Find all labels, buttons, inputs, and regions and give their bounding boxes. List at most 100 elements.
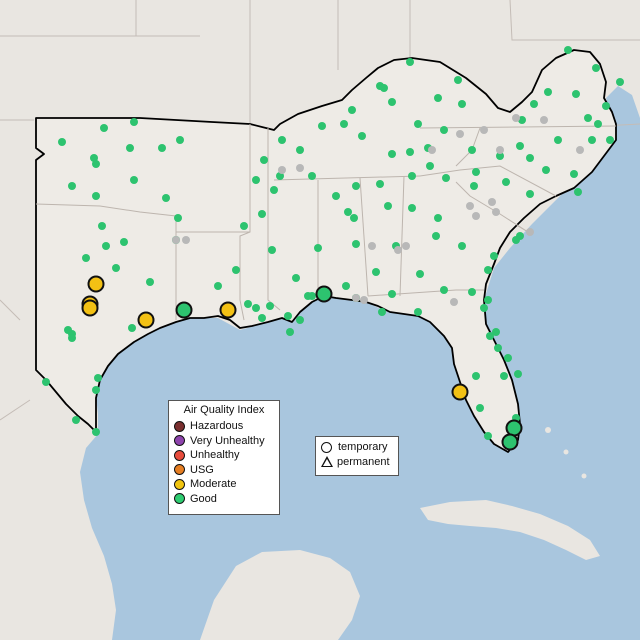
- inactive-monitor-marker[interactable]: [278, 166, 286, 174]
- good-monitor-marker[interactable]: [240, 222, 248, 230]
- good-monitor-marker[interactable]: [480, 304, 488, 312]
- good-monitor-marker[interactable]: [486, 332, 494, 340]
- good-monitor-marker[interactable]: [458, 100, 466, 108]
- good-monitor-marker[interactable]: [388, 290, 396, 298]
- good-monitor-marker[interactable]: [454, 76, 462, 84]
- inactive-monitor-marker[interactable]: [492, 208, 500, 216]
- good-monitor-marker[interactable]: [476, 404, 484, 412]
- inactive-monitor-marker[interactable]: [496, 146, 504, 154]
- good-monitor-marker[interactable]: [92, 428, 100, 436]
- inactive-monitor-marker[interactable]: [540, 116, 548, 124]
- good-monitor-marker[interactable]: [472, 372, 480, 380]
- good-monitor-marker[interactable]: [434, 214, 442, 222]
- good-monitor-marker[interactable]: [470, 182, 478, 190]
- good-monitor-marker[interactable]: [214, 282, 222, 290]
- good-monitor-marker[interactable]: [594, 120, 602, 128]
- good-monitor-marker[interactable]: [384, 202, 392, 210]
- good-monitor-marker[interactable]: [484, 266, 492, 274]
- good-monitor-marker[interactable]: [344, 208, 352, 216]
- inactive-monitor-marker[interactable]: [512, 114, 520, 122]
- good-monitor-marker[interactable]: [252, 304, 260, 312]
- good-monitor-marker[interactable]: [296, 146, 304, 154]
- good-monitor-marker[interactable]: [554, 136, 562, 144]
- good-large-monitor-marker[interactable]: [175, 301, 193, 319]
- good-monitor-marker[interactable]: [606, 136, 614, 144]
- good-monitor-marker[interactable]: [372, 268, 380, 276]
- good-monitor-marker[interactable]: [286, 328, 294, 336]
- good-monitor-marker[interactable]: [308, 292, 316, 300]
- good-monitor-marker[interactable]: [94, 374, 102, 382]
- good-monitor-marker[interactable]: [378, 308, 386, 316]
- good-monitor-marker[interactable]: [176, 136, 184, 144]
- good-monitor-marker[interactable]: [542, 166, 550, 174]
- good-monitor-marker[interactable]: [484, 432, 492, 440]
- good-monitor-marker[interactable]: [102, 242, 110, 250]
- good-monitor-marker[interactable]: [100, 124, 108, 132]
- good-monitor-marker[interactable]: [592, 64, 600, 72]
- good-monitor-marker[interactable]: [484, 296, 492, 304]
- good-monitor-marker[interactable]: [504, 354, 512, 362]
- inactive-monitor-marker[interactable]: [466, 202, 474, 210]
- moderate-monitor-marker[interactable]: [81, 299, 99, 317]
- good-monitor-marker[interactable]: [126, 144, 134, 152]
- good-monitor-marker[interactable]: [130, 176, 138, 184]
- highlighted-monitor-markers[interactable]: [81, 275, 523, 451]
- inactive-monitor-marker[interactable]: [368, 242, 376, 250]
- good-monitor-marker[interactable]: [388, 98, 396, 106]
- inactive-monitor-marker[interactable]: [576, 146, 584, 154]
- inactive-monitor-marker[interactable]: [394, 246, 402, 254]
- good-monitor-marker[interactable]: [496, 152, 504, 160]
- good-monitor-marker[interactable]: [260, 156, 268, 164]
- good-monitor-marker[interactable]: [468, 288, 476, 296]
- good-monitor-marker[interactable]: [544, 88, 552, 96]
- good-monitor-marker[interactable]: [258, 210, 266, 218]
- moderate-monitor-marker[interactable]: [219, 301, 237, 319]
- good-monitor-marker[interactable]: [502, 178, 510, 186]
- good-monitor-marker[interactable]: [58, 138, 66, 146]
- good-monitor-marker[interactable]: [292, 274, 300, 282]
- inactive-monitor-marker[interactable]: [428, 146, 436, 154]
- good-monitor-marker[interactable]: [416, 270, 424, 278]
- good-monitor-marker[interactable]: [492, 328, 500, 336]
- good-monitor-marker[interactable]: [112, 264, 120, 272]
- good-monitor-marker[interactable]: [414, 120, 422, 128]
- good-large-monitor-marker[interactable]: [501, 433, 519, 451]
- good-monitor-marker[interactable]: [332, 192, 340, 200]
- good-monitor-marker[interactable]: [574, 188, 582, 196]
- good-monitor-marker[interactable]: [162, 194, 170, 202]
- good-monitor-marker[interactable]: [270, 186, 278, 194]
- good-monitor-marker[interactable]: [278, 136, 286, 144]
- good-monitor-marker[interactable]: [516, 142, 524, 150]
- inactive-monitor-marker[interactable]: [352, 294, 360, 302]
- good-monitor-marker[interactable]: [68, 334, 76, 342]
- good-large-monitor-marker[interactable]: [505, 419, 523, 437]
- good-monitor-marker[interactable]: [432, 232, 440, 240]
- good-monitor-marker[interactable]: [588, 136, 596, 144]
- good-monitor-marker[interactable]: [472, 168, 480, 176]
- good-monitor-marker[interactable]: [376, 180, 384, 188]
- good-monitor-marker[interactable]: [252, 176, 260, 184]
- good-monitor-marker[interactable]: [572, 90, 580, 98]
- inactive-monitor-markers[interactable]: [172, 114, 584, 306]
- good-monitor-marker[interactable]: [342, 282, 350, 290]
- good-monitor-marker[interactable]: [602, 102, 610, 110]
- good-monitor-marker[interactable]: [232, 266, 240, 274]
- good-monitor-marker[interactable]: [266, 302, 274, 310]
- good-monitor-marker[interactable]: [458, 242, 466, 250]
- good-monitor-marker[interactable]: [414, 308, 422, 316]
- good-monitor-marker[interactable]: [388, 150, 396, 158]
- good-monitor-marker[interactable]: [314, 244, 322, 252]
- good-monitor-marker[interactable]: [130, 118, 138, 126]
- good-monitor-marker[interactable]: [490, 252, 498, 260]
- good-monitor-marker[interactable]: [92, 386, 100, 394]
- good-monitor-marker[interactable]: [92, 160, 100, 168]
- good-monitor-marker[interactable]: [258, 314, 266, 322]
- good-monitor-marker[interactable]: [616, 78, 624, 86]
- good-monitor-marker[interactable]: [376, 82, 384, 90]
- inactive-monitor-marker[interactable]: [450, 298, 458, 306]
- good-monitor-marker[interactable]: [530, 100, 538, 108]
- good-monitor-marker[interactable]: [426, 162, 434, 170]
- moderate-monitor-marker[interactable]: [137, 311, 155, 329]
- good-monitor-marker[interactable]: [584, 114, 592, 122]
